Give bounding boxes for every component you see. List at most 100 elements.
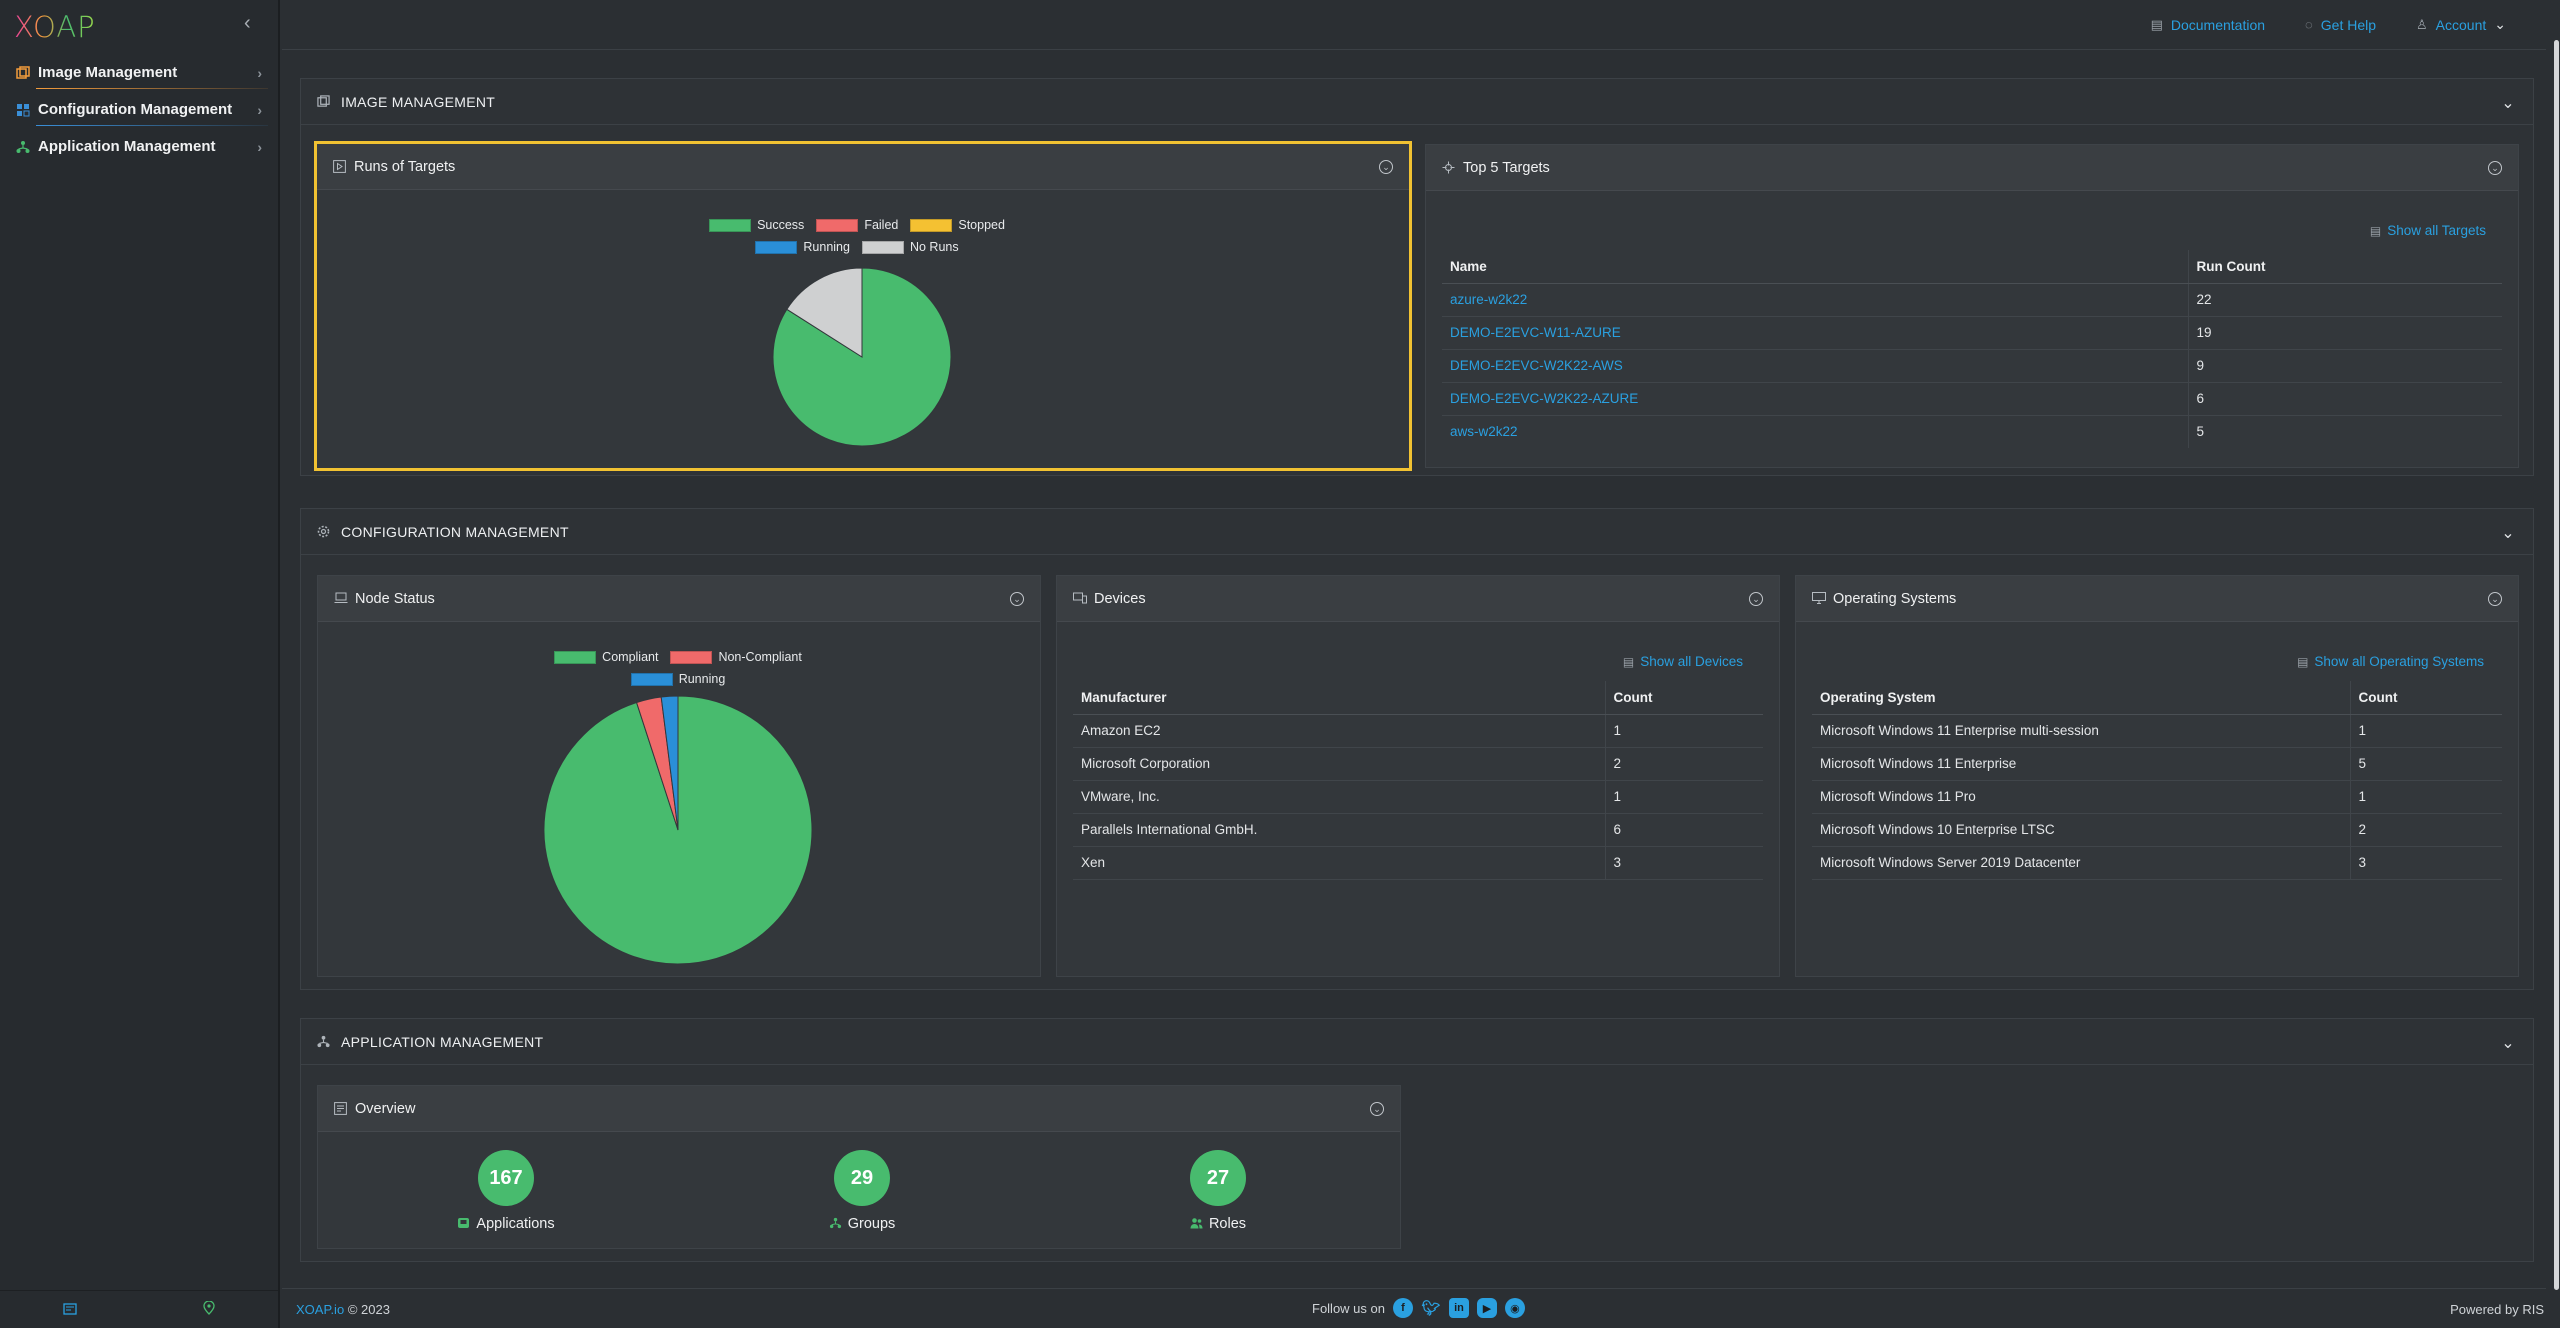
xoap-home-link[interactable]: XOAP.io	[296, 1302, 345, 1317]
operating-systems-table: Operating System Count Microsoft Windows…	[1812, 681, 2502, 880]
account-label: Account	[2435, 16, 2487, 33]
groups-stat[interactable]: 29 Groups	[792, 1150, 932, 1232]
chevron-down-icon: ⌄	[2494, 16, 2506, 32]
chevron-down-icon[interactable]: ⌄	[2501, 1035, 2515, 1052]
table-row: Microsoft Windows 11 Enterprise 5	[1812, 747, 2502, 781]
roles-count: 27	[1190, 1150, 1246, 1206]
target-link[interactable]: DEMO-E2EVC-W2K22-AWS	[1450, 358, 1623, 373]
application-management-section: APPLICATION MANAGEMENT ⌄ Overview ⌄ 167 …	[300, 1018, 2534, 1262]
table-header-row: Operating System Count	[1812, 681, 2502, 715]
collapse-toggle-icon[interactable]: ⌄	[2488, 161, 2502, 175]
configuration-management-section: CONFIGURATION MANAGEMENT ⌄ Node Status ⌄…	[300, 508, 2534, 990]
column-header[interactable]: Count	[1604, 681, 1763, 715]
legend-item[interactable]: Stopped	[910, 218, 1005, 232]
sidebar-item-image-management[interactable]: Image Management ›	[0, 54, 278, 91]
column-header[interactable]: Operating System	[1812, 681, 2350, 715]
image-management-section-header[interactable]: IMAGE MANAGEMENT ⌄	[301, 79, 2533, 125]
manufacturer: Microsoft Corporation	[1073, 747, 1605, 781]
documentation-link[interactable]: ▤ Documentation	[2151, 17, 2265, 33]
facebook-icon[interactable]: f	[1392, 1298, 1413, 1318]
chevron-right-icon: ›	[257, 64, 262, 81]
count: 2	[2349, 813, 2502, 847]
card-title: Runs of Targets	[354, 158, 456, 175]
legend-swatch	[861, 240, 904, 254]
table-row: Parallels International GmbH. 6	[1073, 813, 1763, 847]
column-header[interactable]: Count	[2349, 681, 2502, 715]
legend-item[interactable]: Success	[709, 218, 804, 232]
column-header[interactable]: Run Count	[2187, 250, 2502, 284]
collapse-toggle-icon[interactable]: ⌄	[1010, 592, 1024, 606]
overview-icon	[334, 1102, 347, 1115]
youtube-icon[interactable]: ▶	[1476, 1298, 1497, 1318]
twitter-icon[interactable]: 🐦︎	[1421, 1300, 1441, 1317]
count: 1	[2349, 780, 2502, 814]
manufacturer: Xen	[1073, 846, 1605, 880]
roles-stat[interactable]: 27 Roles	[1148, 1150, 1288, 1232]
target-link[interactable]: azure-w2k22	[1450, 292, 1528, 307]
legend-label: No Runs	[909, 240, 959, 254]
collapse-sidebar-button[interactable]: ‹	[244, 12, 251, 34]
sidebar-item-configuration-management[interactable]: Configuration Management ›	[0, 91, 278, 128]
legend-item[interactable]: Non-Compliant	[670, 650, 802, 664]
configuration-management-section-header[interactable]: CONFIGURATION MANAGEMENT ⌄	[301, 509, 2533, 555]
linkedin-icon[interactable]: in	[1448, 1298, 1469, 1318]
follow-us-label: Follow us on	[1312, 1300, 1385, 1316]
application-management-icon	[317, 1035, 331, 1049]
legend-item[interactable]: Running	[630, 672, 725, 686]
table-row: Microsoft Windows 10 Enterprise LTSC 2	[1812, 813, 2502, 847]
count: 6	[1604, 813, 1763, 847]
manufacturer: VMware, Inc.	[1073, 780, 1605, 814]
card-header: Operating Systems ⌄	[1796, 576, 2518, 622]
collapse-toggle-icon[interactable]: ⌄	[1370, 1102, 1384, 1116]
xoap-logo[interactable]: XOAP	[14, 10, 110, 44]
legend-item[interactable]: Compliant	[554, 650, 658, 664]
target-link[interactable]: DEMO-E2EVC-W11-AZURE	[1450, 325, 1621, 340]
show-all-label: Show all Devices	[1640, 654, 1743, 669]
legend-swatch	[709, 218, 752, 232]
get-help-link[interactable]: ◌ Get Help	[2305, 17, 2376, 33]
groups-count: 29	[834, 1150, 890, 1206]
show-all-label: Show all Operating Systems	[2314, 654, 2484, 669]
account-menu[interactable]: ♙ Account ⌄	[2416, 16, 2506, 33]
legend-item[interactable]: Failed	[816, 218, 898, 232]
legend-swatch	[816, 218, 859, 232]
powered-by: Powered by RIS	[2450, 1302, 2544, 1317]
collapse-toggle-icon[interactable]: ⌄	[1749, 592, 1763, 606]
show-all-operating-systems-link[interactable]: ▤ Show all Operating Systems	[2297, 654, 2484, 669]
column-header[interactable]: Name	[1442, 250, 2188, 284]
show-all-devices-link[interactable]: ▤ Show all Devices	[1623, 654, 1743, 669]
collapse-toggle-icon[interactable]: ⌄	[2488, 592, 2502, 606]
pie-slice-no-runs[interactable]	[786, 267, 863, 358]
applications-label: Applications	[476, 1216, 555, 1232]
application-management-section-header[interactable]: APPLICATION MANAGEMENT ⌄	[301, 1019, 2533, 1065]
top-5-targets-card: Top 5 Targets ⌄ ▤ Show all Targets Name …	[1425, 144, 2519, 468]
chevron-down-icon[interactable]: ⌄	[2501, 525, 2515, 542]
table-header-row: Name Run Count	[1442, 250, 2502, 284]
runs-of-targets-card: Runs of Targets ⌄ Success Failed Stopped…	[314, 141, 1412, 471]
roles-label: Roles	[1208, 1216, 1247, 1232]
sidebar-item-application-management[interactable]: Application Management ›	[0, 128, 278, 165]
image-management-icon	[317, 94, 331, 109]
legend-label: Non-Compliant	[718, 650, 802, 664]
user-icon: ♙	[2416, 16, 2428, 32]
image-management-icon	[16, 65, 30, 80]
document-icon: ▤	[2150, 16, 2163, 32]
scrollbar-thumb[interactable]	[2554, 40, 2559, 1290]
location-pin-icon[interactable]	[203, 1300, 215, 1318]
sidebar-nav: Image Management › Configuration Managem…	[0, 54, 278, 165]
github-icon[interactable]: ◉	[1504, 1298, 1525, 1318]
legend-item[interactable]: No Runs	[861, 240, 959, 254]
target-link[interactable]: DEMO-E2EVC-W2K22-AZURE	[1450, 391, 1639, 406]
applications-stat[interactable]: 167 Applications	[436, 1150, 576, 1232]
devices-icon	[1073, 592, 1087, 605]
operating-systems-card: Operating Systems ⌄ ▤ Show all Operating…	[1795, 575, 2519, 977]
collapse-toggle-icon[interactable]: ⌄	[1379, 160, 1393, 174]
column-header[interactable]: Manufacturer	[1073, 681, 1605, 715]
legend-item[interactable]: Running	[755, 240, 850, 254]
show-all-targets-link[interactable]: ▤ Show all Targets	[2370, 223, 2486, 238]
dashboard-icon[interactable]	[63, 1302, 77, 1318]
target-link[interactable]: aws-w2k22	[1450, 424, 1518, 440]
chevron-down-icon[interactable]: ⌄	[2501, 95, 2515, 112]
pie-slice-running[interactable]	[660, 695, 679, 831]
laptop-icon	[334, 592, 348, 605]
